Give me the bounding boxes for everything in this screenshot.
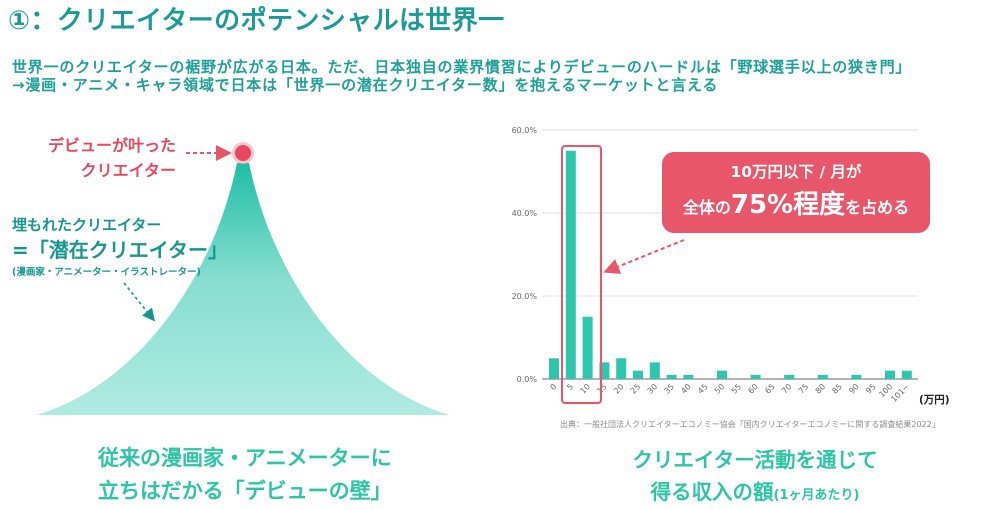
- left-caption: 従来の漫画家・アニメーターに 立ちはだかる「デビューの壁」: [98, 446, 392, 503]
- x-tick-label: 20: [612, 382, 626, 396]
- y-tick-label: 20.0%: [512, 292, 538, 301]
- bar-15: [599, 362, 610, 379]
- subtitle-line-1: 世界一のクリエイターの裾野が広がる日本。ただ、日本独自の業界慣習によりデビューの…: [12, 58, 912, 76]
- x-tick-label: 10: [578, 382, 592, 396]
- subtitle: 世界一のクリエイターの裾野が広がる日本。ただ、日本独自の業界慣習によりデビューの…: [12, 58, 911, 94]
- callout-line-1: 10万円以下 / 月が: [730, 163, 862, 181]
- x-tick-label: 90: [847, 382, 861, 396]
- source-note: 出典：一般社団法人クリエイターエコノミー協会「国内クリエイターエコノミーに関する…: [560, 420, 940, 429]
- bar-101~: [901, 370, 912, 379]
- x-tick-label: 80: [814, 382, 828, 396]
- subtitle-line-2: →漫画・アニメ・キャラ領域で日本は「世界一の潜在クリエイター数」を抱えるマーケッ…: [12, 76, 719, 94]
- callout-box: 10万円以下 / 月が 全体の75%程度を占める: [662, 152, 930, 233]
- x-axis-unit-label: (万円): [919, 394, 950, 406]
- x-tick-label: 0: [548, 382, 558, 392]
- x-tick-label: 95: [864, 382, 878, 396]
- x-tick-label: 35: [662, 382, 676, 396]
- hidden-creator-label: 埋もれたクリエイター: [12, 216, 162, 234]
- bar-0: [549, 358, 559, 379]
- highlight-box: [561, 145, 602, 404]
- bar-5: [565, 150, 576, 379]
- x-tick-label: 65: [763, 382, 777, 396]
- bar-30: [649, 362, 660, 379]
- bar-70: [784, 374, 795, 379]
- y-tick-label: 40.0%: [512, 209, 538, 218]
- x-tick-label: 75: [797, 382, 811, 396]
- callout-arrow: [603, 239, 685, 274]
- x-tick-label: 55: [730, 382, 744, 396]
- y-tick-label: 60.0%: [512, 126, 538, 135]
- bar-50: [717, 370, 727, 379]
- bar-40: [683, 374, 694, 379]
- latent-arrow: [123, 282, 156, 322]
- bar-35: [666, 374, 677, 379]
- x-tick-label: 60: [746, 382, 760, 396]
- y-tick-label: 0.0%: [517, 375, 538, 384]
- right-caption: クリエイター活動を通じて 得る収入の額(1ヶ月あたり): [632, 448, 878, 504]
- x-tick-label: 101~: [889, 382, 911, 404]
- debut-creator-label: デビューが叶った クリエイター: [47, 136, 176, 180]
- mountain-shape: [36, 163, 450, 415]
- bar-100: [885, 370, 895, 379]
- callout-line-2: 全体の75%程度を占める: [682, 190, 910, 220]
- page-title: ①：クリエイターのポテンシャルは世界一: [8, 6, 505, 36]
- callout-highlight: 75%程度: [730, 190, 846, 220]
- x-tick-label: 5: [565, 382, 575, 392]
- bar-20: [616, 358, 627, 379]
- x-tick-label: 70: [780, 382, 794, 396]
- x-tick-label: 15: [595, 382, 609, 396]
- bar-90: [851, 374, 862, 379]
- x-tick-label: 25: [629, 382, 643, 396]
- bar-80: [817, 374, 828, 379]
- peak-dot: [235, 145, 251, 161]
- x-tick-label: 40: [679, 382, 693, 396]
- x-tick-label: 30: [646, 382, 660, 396]
- bar-25: [633, 370, 643, 379]
- x-tick-label: 85: [830, 382, 844, 396]
- bar-10: [582, 316, 593, 379]
- x-tick-label: 50: [713, 382, 727, 396]
- bar-60: [750, 374, 761, 379]
- latent-creator-note: (漫画家・アニメーター・イラストレーター): [12, 267, 201, 278]
- latent-creator-label: =「潜在クリエイター」: [12, 238, 228, 262]
- x-tick-label: 45: [696, 382, 710, 396]
